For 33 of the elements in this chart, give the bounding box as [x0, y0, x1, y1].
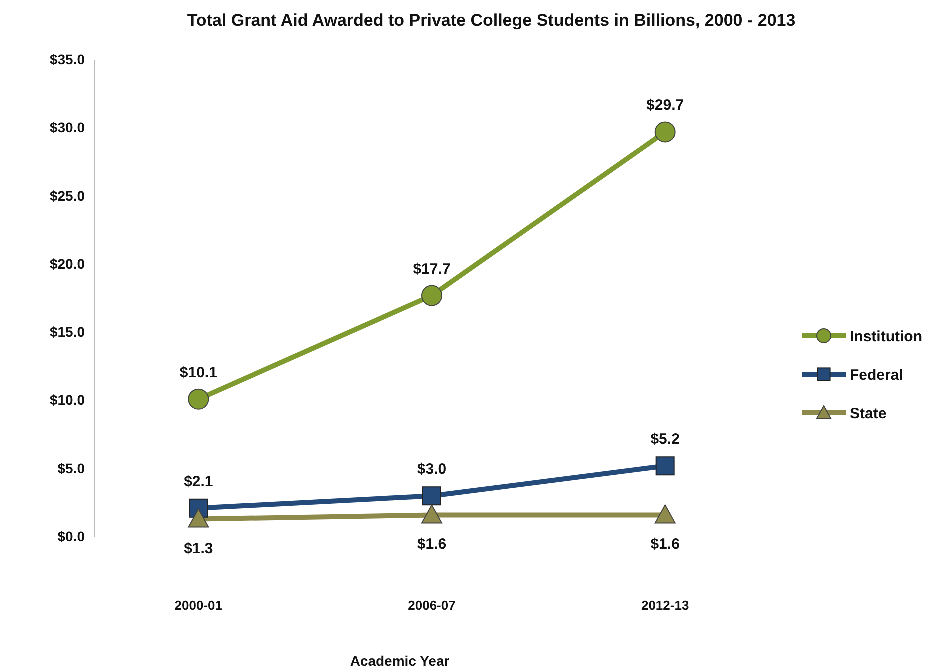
- data-label: $17.7: [413, 260, 451, 278]
- data-label: $5.2: [650, 431, 680, 448]
- legend-label: Federal: [850, 366, 904, 384]
- y-tick-label: $5.0: [58, 460, 86, 476]
- point: [656, 456, 675, 476]
- legend-label: Institution: [850, 328, 922, 346]
- y-tick-label: $15.0: [50, 324, 86, 340]
- y-tick-label: $0.0: [58, 528, 86, 544]
- x-tick-label: 2012-13: [641, 598, 690, 613]
- point: [422, 486, 442, 506]
- x-axis-title: Academic Year: [350, 653, 450, 669]
- y-tick-label: $35.0: [50, 51, 86, 68]
- y-tick-label: $20.0: [50, 256, 86, 272]
- point: [422, 285, 442, 306]
- y-tick-label: $30.0: [50, 120, 86, 136]
- point: [422, 504, 442, 524]
- data-label: $3.0: [417, 461, 447, 478]
- data-label: $10.1: [180, 364, 218, 382]
- chart-title: Total Grant Aid Awarded to Private College Students in Billions, 2000 - 2013: [187, 11, 796, 30]
- x-tick-label: 2006-07: [408, 598, 456, 613]
- data-label: $1.3: [184, 540, 214, 558]
- x-tick-label: 2000-01: [174, 598, 223, 613]
- legend-label: State: [850, 405, 887, 422]
- data-label: $1.6: [417, 536, 447, 554]
- point: [654, 122, 676, 143]
- y-tick-label: $10.0: [50, 392, 86, 408]
- point: [654, 504, 676, 524]
- data-label: $2.1: [184, 473, 214, 490]
- y-tick-label: $25.0: [50, 188, 86, 204]
- data-label: $29.7: [646, 97, 684, 114]
- point: [188, 388, 210, 410]
- data-label: $1.6: [650, 536, 680, 554]
- point: [188, 508, 210, 528]
